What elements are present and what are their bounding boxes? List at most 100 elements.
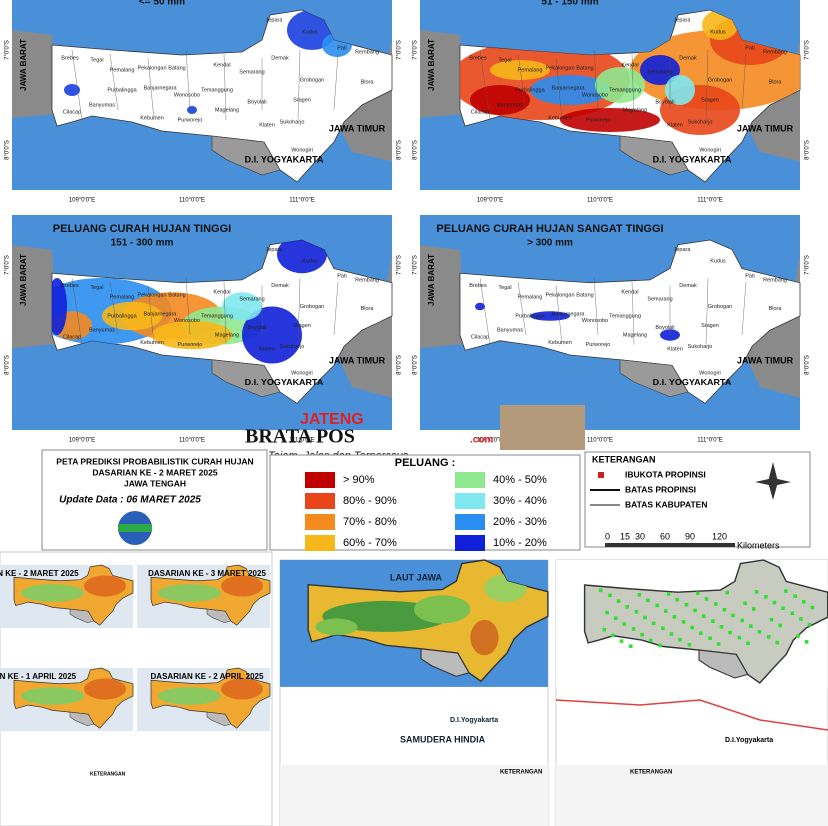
diy [211,135,281,176]
town-label: Sragen [701,97,719,103]
town-label: Kudus [710,258,726,264]
station-dot [672,615,677,619]
legend-swatch [305,514,335,530]
town-label: Boyolali [655,99,674,105]
rain-probability [475,302,680,341]
station-dot [690,625,694,630]
station-dot [737,635,742,640]
town-label: Wonosobo [174,318,200,324]
legend-swatch [455,535,485,551]
thumb-label: D.I.Yogyakarta [725,737,773,744]
mini-area [470,619,499,656]
station-dot [605,610,609,615]
district-border [109,281,119,336]
jawa-barat [420,245,465,349]
district-border [185,277,191,336]
town-label: Cilacap [63,109,81,115]
lat-label: 7°0'0"S [805,255,811,275]
mini-area [158,584,221,602]
district-border [705,277,709,345]
peluang-title: PELUANG : [395,457,456,469]
legend-swatch [305,535,335,551]
town-label: Brebes [61,283,79,289]
thumb-title: DASARIAN KE - 3 MARET 2025 [148,569,266,578]
mini-area [158,687,221,705]
town-label: Temanggung [201,87,233,93]
town-label: Rembang [355,277,379,283]
town-label: Kebumen [140,115,164,121]
town-label: Brebes [61,55,79,61]
station-dot [693,608,697,613]
town-label: Batang [576,65,593,71]
region-label: JAWA TIMUR [737,356,794,366]
lat-label: 7°0'0"S [413,40,419,60]
town-label: Grobogan [708,77,732,83]
region-label: JAWA BARAT [19,254,28,306]
district-border [297,49,301,121]
town-label: Batang [576,293,593,299]
thumb-label: LAUT JAWA [390,572,443,582]
town-label: Pemalang [110,67,135,73]
station-dot [704,597,709,601]
district-border [109,53,119,111]
region-label: D.I. YOGYAKARTA [245,154,324,164]
town-label: Banyumas [89,328,115,334]
lat-label: 8°0'0"S [5,355,11,375]
north-arrow [755,462,791,500]
lat-label: 7°0'0"S [5,40,11,60]
bmkg-logo-band [118,524,152,532]
town-label: Sukoharjo [280,119,305,125]
town-label: Kendal [621,290,638,296]
station-dot [775,640,780,645]
panel-title: PELUANG CURAH HUJAN SANGAT TINGGI [436,223,663,235]
lat-label: 8°0'0"S [5,140,11,160]
lat-label: 8°0'0"S [805,140,811,160]
lon-label: 110°0'0"E [587,438,613,444]
rain-probability [52,240,327,364]
keterangan-item: IBUKOTA PROPINSI [625,469,706,479]
scale-tick: 120 [712,531,727,541]
town-label: Banjarnegara [551,312,584,318]
station-dot [608,593,612,598]
mini-map [280,559,549,687]
legend-label: 10% - 20% [493,537,547,549]
town-label: Purbalingga [107,87,137,93]
scale-tick: 30 [635,531,645,541]
legend-swatch [455,472,485,488]
town-label: Pati [337,274,346,280]
town-label: Boyolali [247,325,266,331]
legend-label: 30% - 40% [493,495,547,507]
probability-area [102,301,162,331]
probability-area [660,329,680,341]
town-label: Sukoharjo [688,119,713,125]
station-dot [681,620,686,624]
legend-swatch [305,493,335,509]
scale-bar [605,543,735,547]
lat-label: 8°0'0"S [397,355,403,375]
town-label: Klaten [259,122,275,128]
town-label: Demak [679,283,697,289]
station-dot [804,640,809,644]
panel-subtitle: <= 50 mm [139,0,185,8]
town-label: Klaten [667,122,683,128]
station-dot [643,615,647,620]
mini-area [84,575,127,597]
station-dot [622,622,627,626]
legend-swatch [455,493,485,509]
province-map: Jepara Kudus Pati Rembang Demak Blora Grobogan… [51,239,393,404]
station-dot [766,635,771,639]
town-label: Sragen [293,97,311,103]
jawa-barat [420,30,465,118]
town-label: Kudus [302,258,318,264]
town-label: Rembang [355,49,379,55]
town-label: Magelang [623,332,647,338]
district-border [223,281,227,345]
lat-label: 7°0'0"S [397,255,403,275]
region-label: JAWA BARAT [427,39,436,91]
thumb-label: SAMUDERA HINDIA [400,734,486,744]
info-text: JAWA TENGAH [124,478,186,488]
district-border [555,57,563,121]
town-label: Magelang [623,107,647,113]
town-label: Semarang [239,69,264,75]
